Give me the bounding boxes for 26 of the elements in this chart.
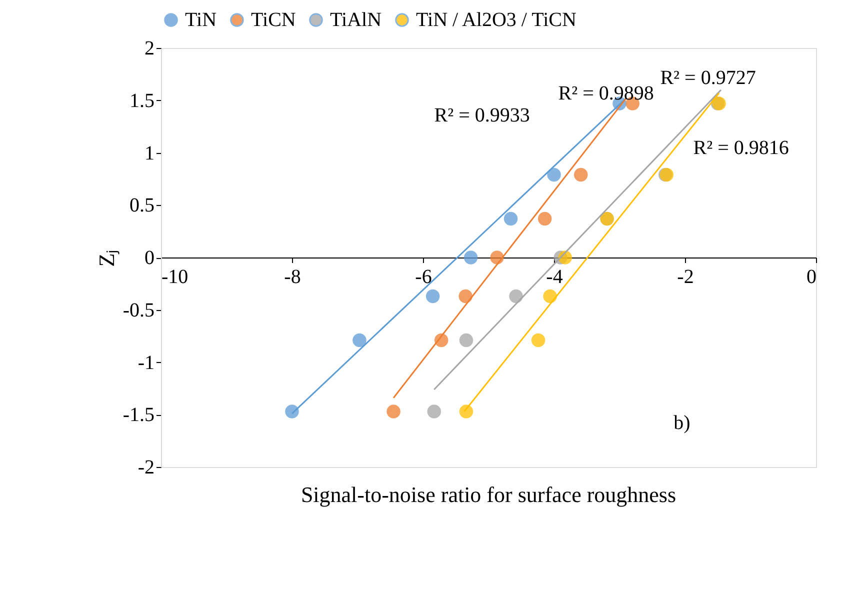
y-tick-label: 2 bbox=[144, 38, 154, 60]
x-tick-label: -6 bbox=[415, 266, 432, 288]
x-tick-label: -10 bbox=[162, 266, 188, 288]
annotation: R² = 0.9727 bbox=[660, 66, 756, 89]
x-axis-title: Signal-to-noise ratio for surface roughness bbox=[300, 482, 676, 507]
y-tick-label: -0.5 bbox=[122, 299, 154, 322]
y-tick-label: 0 bbox=[144, 247, 154, 269]
y-tick-label: 1 bbox=[144, 142, 154, 164]
annotation: R² = 0.9898 bbox=[558, 82, 654, 104]
y-tick-label: -2 bbox=[138, 456, 154, 478]
y-tick-label: -1 bbox=[138, 352, 154, 374]
y-axis-title: Zⱼ bbox=[94, 249, 120, 267]
legend-label: TiCN bbox=[251, 9, 296, 31]
annotation: R² = 0.9933 bbox=[434, 104, 530, 126]
annotation: b) bbox=[674, 412, 690, 434]
y-tick-label: -1.5 bbox=[122, 404, 154, 426]
annotation: R² = 0.9816 bbox=[693, 137, 789, 160]
x-tick-label: -4 bbox=[546, 266, 563, 288]
y-tick-label: 0.5 bbox=[130, 194, 154, 217]
x-tick-label: -8 bbox=[284, 266, 301, 288]
y-tick-label: 1.5 bbox=[130, 90, 154, 112]
x-tick-label: -2 bbox=[677, 266, 694, 288]
legend-label: TiN bbox=[185, 9, 217, 31]
legend-label: TiN / Al2O3 / TiCN bbox=[416, 9, 576, 31]
x-tick-label: 0 bbox=[806, 266, 816, 288]
legend-label: TiAlN bbox=[330, 9, 382, 31]
